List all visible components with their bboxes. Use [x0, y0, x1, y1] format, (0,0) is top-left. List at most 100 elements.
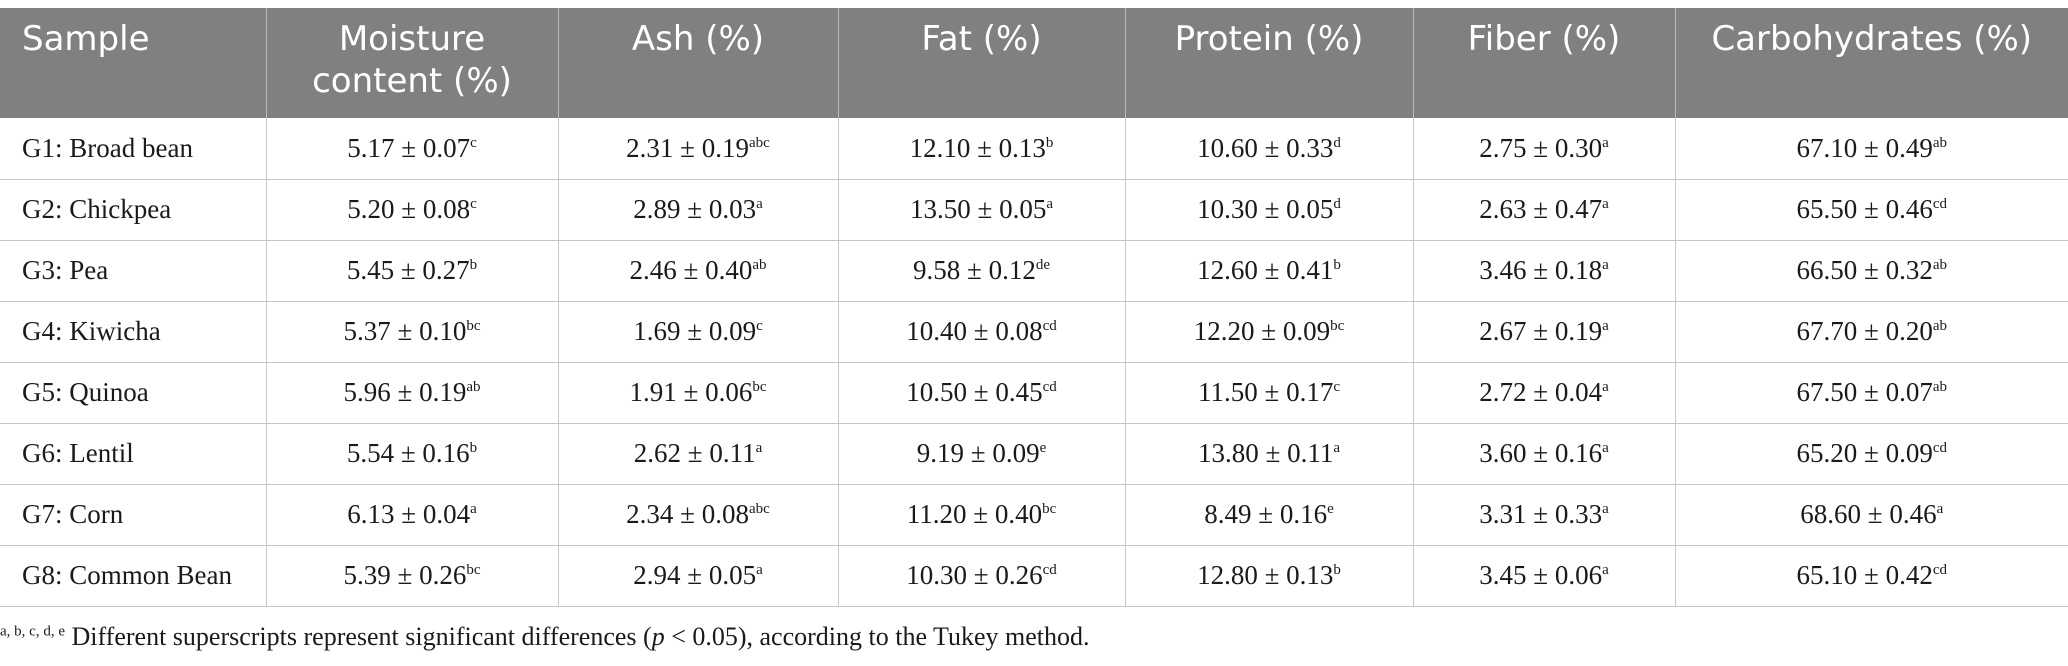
- cell-ash: 2.31 ± 0.19abc: [558, 118, 839, 180]
- cell-value: 2.89 ± 0.03: [633, 194, 757, 224]
- cell-value: 11.20 ± 0.40: [906, 499, 1043, 529]
- cell-moisture: 5.37 ± 0.10bc: [266, 301, 559, 363]
- significance-superscript: cd: [1042, 318, 1057, 334]
- cell-fiber: 3.60 ± 0.16a: [1413, 423, 1676, 485]
- cell-value: 5.37 ± 0.10: [343, 316, 467, 346]
- cell-value: 67.10 ± 0.49: [1796, 132, 1933, 163]
- cell-value: 2.31 ± 0.19: [626, 132, 749, 163]
- significance-superscript: ab: [1932, 134, 1947, 151]
- cell-value: 13.80 ± 0.11: [1198, 438, 1334, 468]
- significance-superscript: ab: [1932, 318, 1947, 334]
- cell-value: 2.34 ± 0.08: [626, 499, 749, 529]
- significance-superscript: e: [1039, 440, 1047, 456]
- cell-sample: G2: Chickpea: [0, 179, 267, 241]
- significance-superscript: cd: [1042, 562, 1057, 578]
- header-moisture: Moisture content (%): [266, 8, 559, 118]
- cell-value: 3.46 ± 0.18: [1479, 255, 1603, 285]
- significance-superscript: abc: [749, 134, 770, 151]
- cell-sample: G5: Quinoa: [0, 362, 267, 424]
- table-row: G5: Quinoa 5.96 ± 0.19ab 1.91 ± 0.06bc 10.5…: [0, 362, 2068, 424]
- cell-value: G5: Quinoa: [22, 377, 149, 407]
- cell-carbohydrates: 67.10 ± 0.49ab: [1675, 118, 2068, 180]
- cell-fiber: 2.72 ± 0.04a: [1413, 362, 1676, 424]
- cell-value: 12.60 ± 0.41: [1197, 255, 1334, 285]
- cell-value: G6: Lentil: [22, 438, 134, 468]
- cell-value: 5.20 ± 0.08: [347, 194, 471, 224]
- cell-value: 2.63 ± 0.47: [1479, 194, 1603, 224]
- significance-superscript: a: [1936, 501, 1944, 517]
- cell-protein: 8.49 ± 0.16e: [1125, 484, 1414, 546]
- cell-value: 10.50 ± 0.45: [906, 377, 1043, 407]
- cell-protein: 12.20 ± 0.09bc: [1125, 301, 1414, 363]
- cell-value: 9.19 ± 0.09: [916, 438, 1040, 468]
- footnote-text-after: < 0.05), according to the Tukey method.: [664, 622, 1090, 651]
- cell-value: 2.46 ± 0.40: [629, 255, 753, 285]
- cell-fiber: 2.75 ± 0.30a: [1413, 118, 1676, 180]
- cell-value: 1.69 ± 0.09: [633, 316, 757, 346]
- cell-value: 67.70 ± 0.20: [1796, 316, 1933, 346]
- table-row: G7: Corn 6.13 ± 0.04a 2.34 ± 0.08abc 11.20 …: [0, 484, 2068, 546]
- cell-fat: 10.30 ± 0.26cd: [838, 545, 1126, 607]
- cell-value: 3.31 ± 0.33: [1479, 499, 1603, 529]
- header-carbohydrates: Carbohydrates (%): [1675, 8, 2068, 118]
- cell-value: G7: Corn: [22, 499, 124, 529]
- cell-fat: 9.19 ± 0.09e: [838, 423, 1126, 485]
- significance-superscript: a: [1602, 196, 1609, 212]
- cell-protein: 13.80 ± 0.11a: [1125, 423, 1414, 485]
- cell-carbohydrates: 65.20 ± 0.09cd: [1675, 423, 2068, 485]
- cell-value: 12.10 ± 0.13: [909, 132, 1046, 163]
- significance-superscript: cd: [1932, 196, 1947, 212]
- cell-ash: 2.46 ± 0.40ab: [558, 240, 839, 302]
- significance-superscript: a: [1046, 196, 1053, 212]
- cell-value: 8.49 ± 0.16: [1204, 499, 1328, 529]
- significance-superscript: a: [1602, 562, 1609, 578]
- cell-moisture: 5.54 ± 0.16b: [266, 423, 559, 485]
- significance-superscript: bc: [466, 318, 481, 334]
- cell-carbohydrates: 67.50 ± 0.07ab: [1675, 362, 2068, 424]
- significance-superscript: c: [470, 134, 477, 151]
- data-table-container: Sample Moisture content (%) Ash (%) Fat …: [0, 8, 2068, 607]
- cell-fiber: 3.31 ± 0.33a: [1413, 484, 1676, 546]
- significance-superscript: b: [469, 257, 478, 273]
- cell-value: 11.50 ± 0.17: [1198, 377, 1334, 407]
- header-protein: Protein (%): [1125, 8, 1414, 118]
- cell-value: 65.50 ± 0.46: [1796, 194, 1933, 224]
- cell-value: 67.50 ± 0.07: [1796, 377, 1933, 407]
- cell-protein: 11.50 ± 0.17c: [1125, 362, 1414, 424]
- cell-fiber: 2.67 ± 0.19a: [1413, 301, 1676, 363]
- footnote-text-before: Different superscripts represent signifi…: [64, 622, 652, 651]
- cell-moisture: 5.17 ± 0.07c: [266, 118, 559, 180]
- cell-ash: 2.89 ± 0.03a: [558, 179, 839, 241]
- cell-ash: 2.62 ± 0.11a: [558, 423, 839, 485]
- cell-sample: G1: Broad bean: [0, 118, 267, 180]
- cell-value: 12.80 ± 0.13: [1197, 560, 1334, 590]
- cell-value: 5.39 ± 0.26: [343, 560, 467, 590]
- significance-superscript: de: [1035, 257, 1050, 273]
- cell-value: 1.91 ± 0.06: [629, 377, 753, 407]
- footnote-superscripts: a, b, c, d, e: [0, 623, 65, 640]
- cell-value: 2.72 ± 0.04: [1479, 377, 1603, 407]
- significance-superscript: c: [756, 318, 763, 334]
- significance-superscript: a: [755, 440, 763, 456]
- cell-value: 2.62 ± 0.11: [633, 438, 756, 468]
- cell-moisture: 5.96 ± 0.19ab: [266, 362, 559, 424]
- significance-superscript: b: [1045, 134, 1054, 151]
- cell-fat: 11.20 ± 0.40bc: [838, 484, 1126, 546]
- cell-ash: 2.34 ± 0.08abc: [558, 484, 839, 546]
- significance-superscript: ab: [752, 257, 767, 273]
- cell-value: 2.94 ± 0.05: [633, 560, 757, 590]
- significance-superscript: ab: [466, 379, 481, 395]
- header-fiber: Fiber (%): [1413, 8, 1676, 118]
- cell-value: 3.60 ± 0.16: [1479, 438, 1603, 468]
- table-header-row: Sample Moisture content (%) Ash (%) Fat …: [0, 8, 2068, 118]
- cell-value: 6.13 ± 0.04: [347, 499, 471, 529]
- table-row: G3: Pea 5.45 ± 0.27b 2.46 ± 0.40ab 9.58 ± 0…: [0, 240, 2068, 302]
- cell-value: 5.96 ± 0.19: [343, 377, 467, 407]
- header-sample: Sample: [0, 8, 267, 118]
- cell-value: 10.40 ± 0.08: [906, 316, 1043, 346]
- cell-value: 66.50 ± 0.32: [1796, 255, 1933, 285]
- table-row: G1: Broad bean 5.17 ± 0.07c 2.31 ± 0.19abc…: [0, 118, 2068, 180]
- significance-superscript: d: [1333, 196, 1341, 212]
- cell-value: 12.20 ± 0.09: [1193, 316, 1331, 346]
- cell-fat: 9.58 ± 0.12de: [838, 240, 1126, 302]
